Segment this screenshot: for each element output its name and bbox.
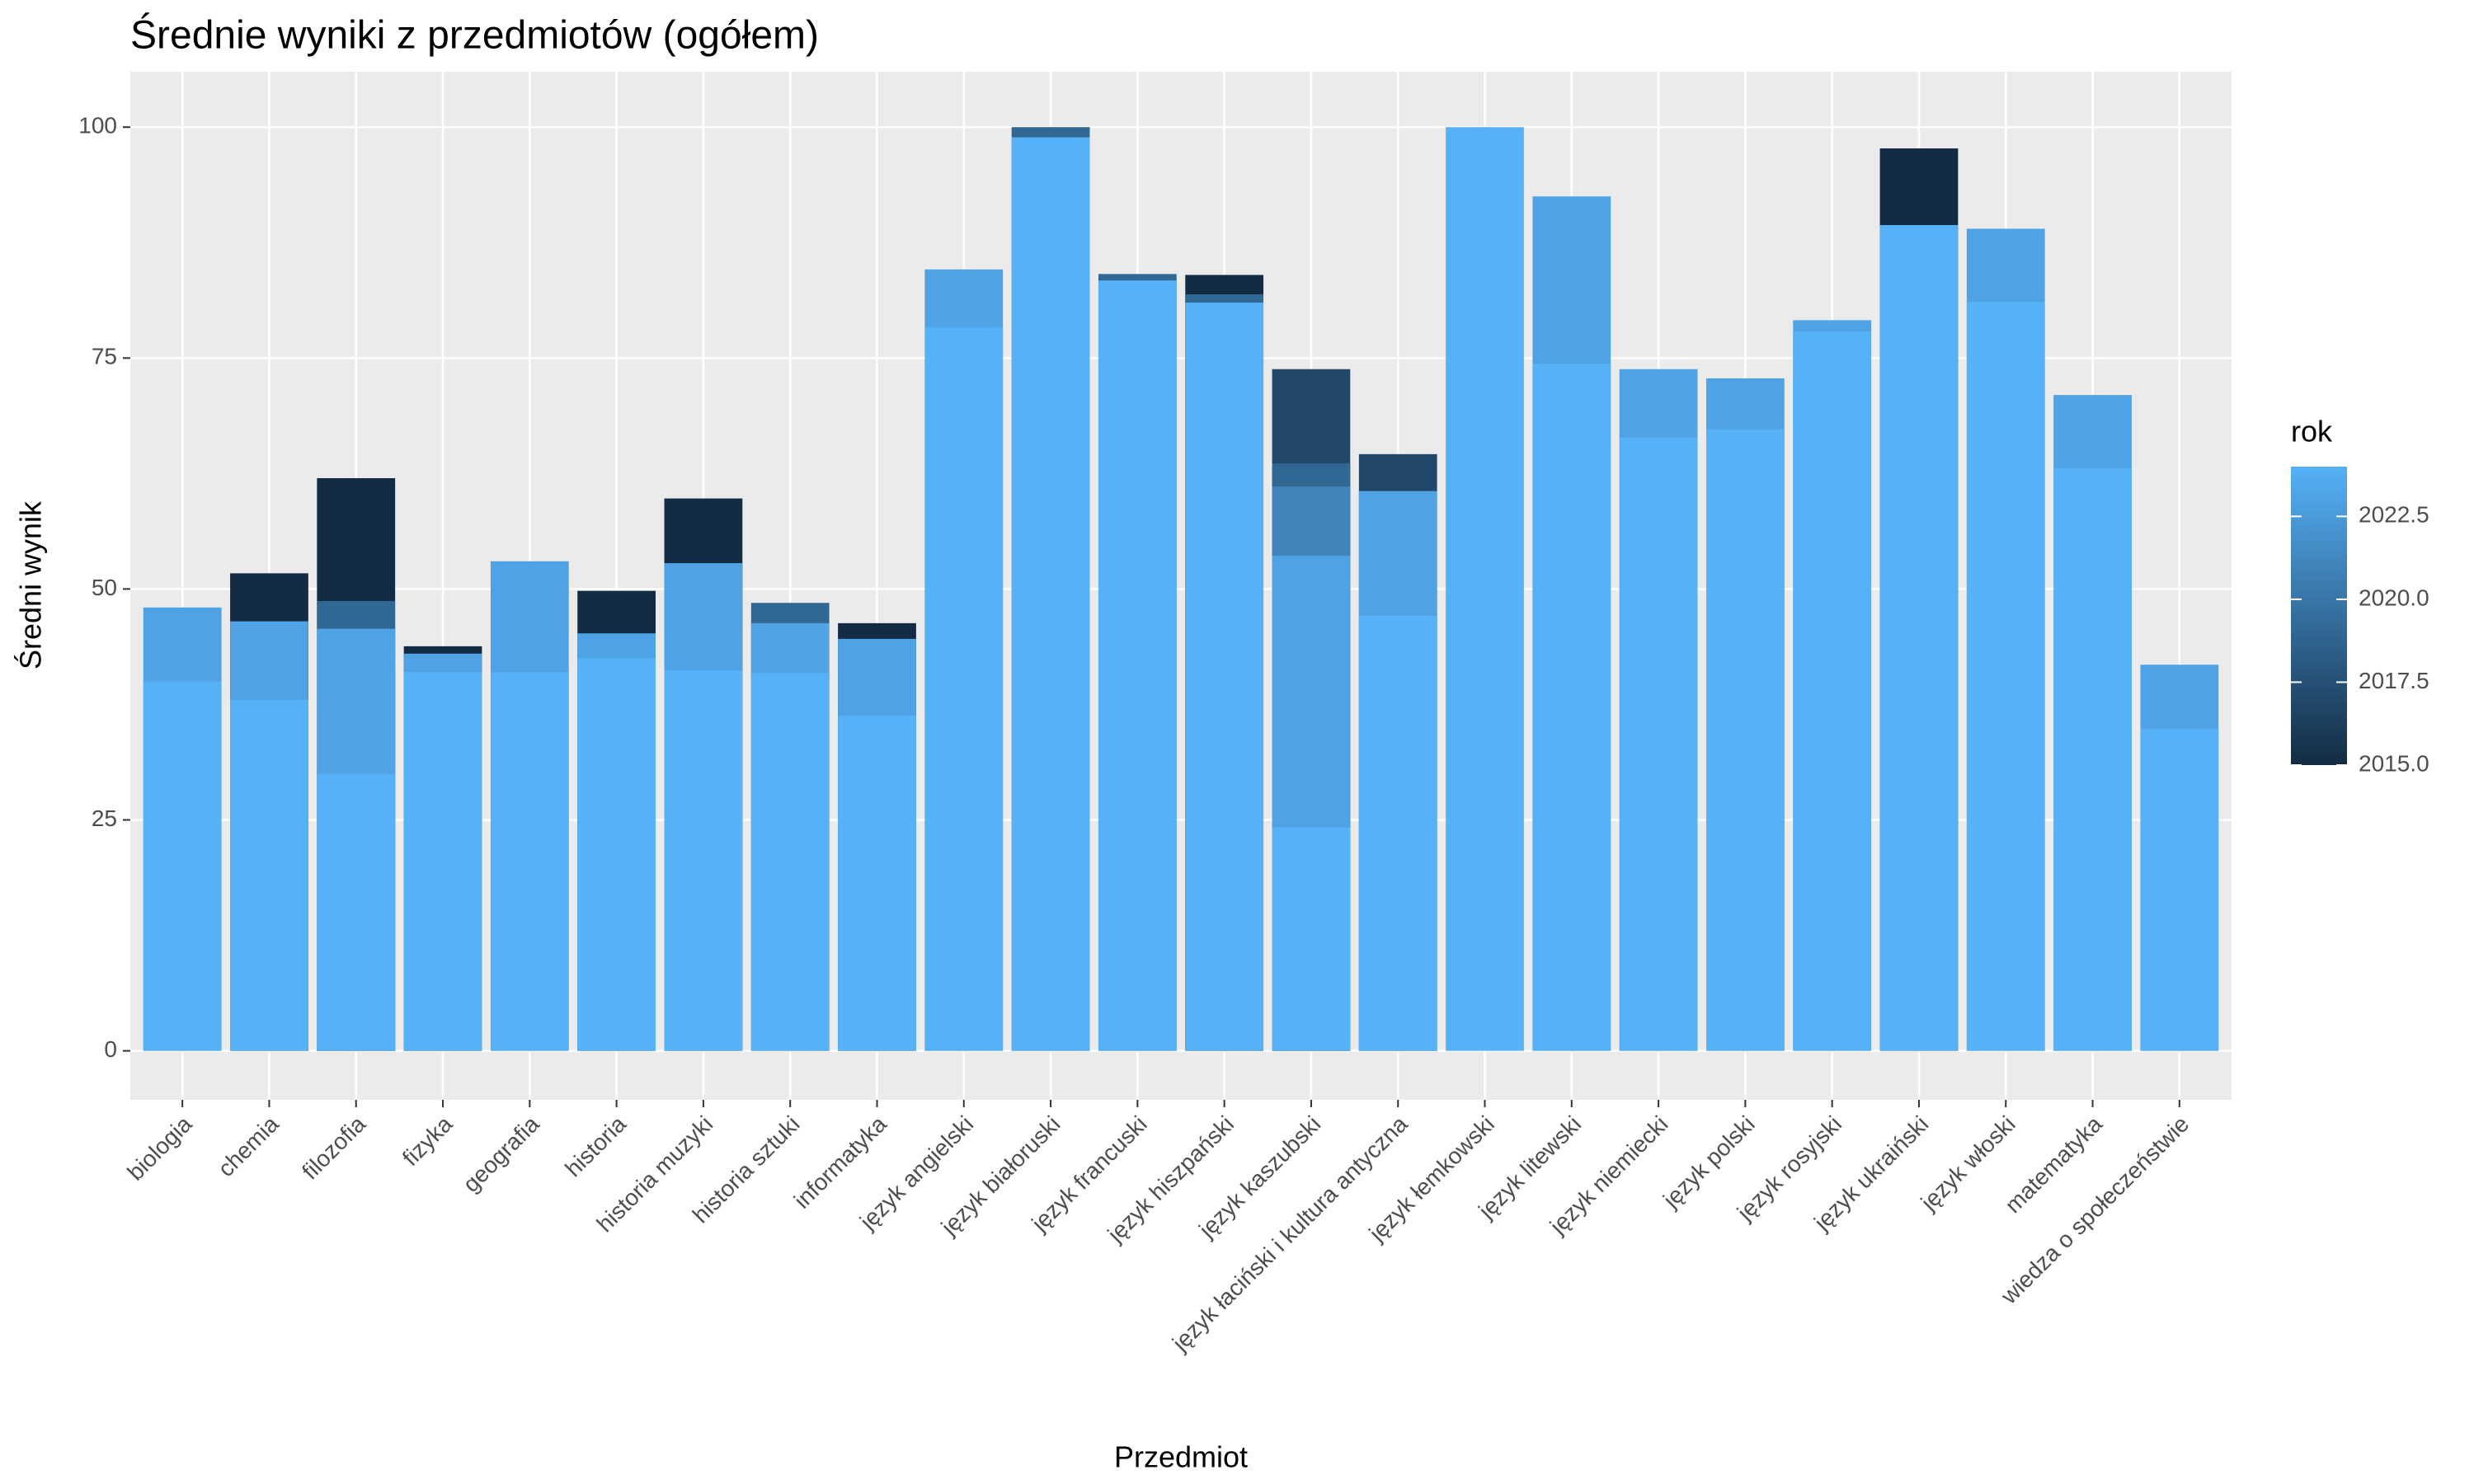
y-tick-label: 0 xyxy=(104,1036,117,1062)
legend-title: rok xyxy=(2291,415,2333,448)
bar xyxy=(317,773,396,1051)
bar xyxy=(664,670,743,1051)
bar xyxy=(1358,615,1437,1051)
legend-colorbar xyxy=(2291,467,2347,765)
x-tick-label: fizyka xyxy=(397,1111,458,1171)
bar xyxy=(1446,127,1524,1051)
legend-tick-label: 2015.0 xyxy=(2359,750,2429,776)
bar xyxy=(1706,429,1785,1051)
bar xyxy=(1011,137,1090,1051)
bar xyxy=(490,672,569,1051)
bar xyxy=(750,673,830,1051)
x-tick-label: geografia xyxy=(458,1111,544,1197)
y-tick-label: 100 xyxy=(78,113,117,139)
x-tick-label: filozofia xyxy=(297,1111,370,1184)
x-tick-label: biologia xyxy=(122,1111,196,1185)
bar xyxy=(838,715,916,1051)
bar xyxy=(1879,224,1959,1051)
bar xyxy=(2053,467,2132,1051)
y-axis-title: Średni wynik xyxy=(13,500,48,669)
bar xyxy=(1532,364,1611,1051)
bar xyxy=(403,672,482,1051)
x-tick-label: chemia xyxy=(213,1111,284,1181)
x-tick-label: historia xyxy=(560,1111,631,1181)
bar xyxy=(2140,728,2219,1051)
legend-tick-label: 2020.0 xyxy=(2359,585,2429,610)
chart-title: Średnie wyniki z przedmiotów (ogółem) xyxy=(130,12,819,58)
bar xyxy=(1098,280,1177,1051)
bar xyxy=(1793,331,1872,1051)
bar xyxy=(230,699,308,1051)
bar xyxy=(924,327,1004,1051)
legend-tick-label: 2022.5 xyxy=(2359,502,2429,528)
bar xyxy=(1619,437,1698,1051)
bar xyxy=(1272,827,1351,1051)
y-tick-label: 75 xyxy=(92,344,117,369)
bar xyxy=(1185,303,1264,1051)
bar xyxy=(577,658,656,1051)
x-axis-title: Przedmiot xyxy=(1114,1440,1248,1474)
legend-tick-label: 2017.5 xyxy=(2359,668,2429,693)
y-tick-label: 25 xyxy=(92,805,117,831)
y-tick-label: 50 xyxy=(92,575,117,600)
bar xyxy=(143,681,222,1051)
bar xyxy=(1966,301,2045,1051)
